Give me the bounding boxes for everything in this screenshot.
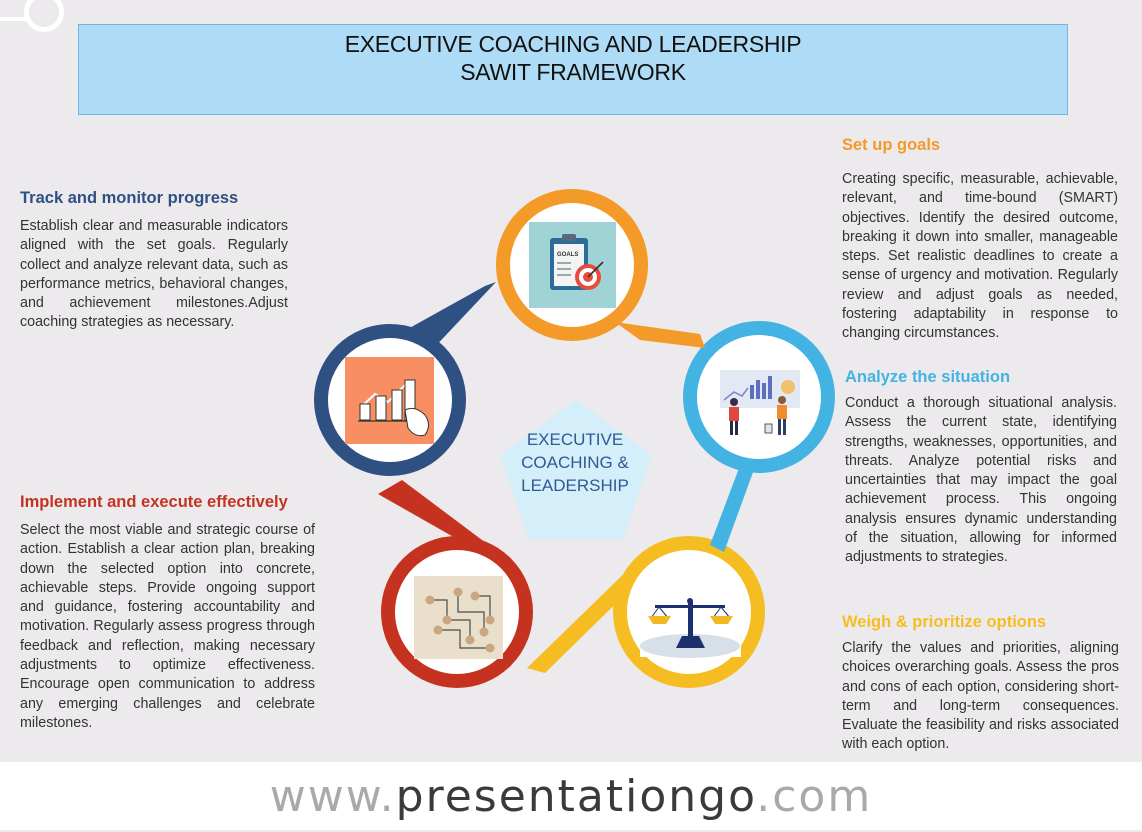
- brand-suffix: .com: [756, 771, 873, 822]
- track-step-block: Track and monitor progress Establish cle…: [20, 187, 288, 333]
- analyze-step-block: Analyze the situation Conduct a thorough…: [845, 366, 1117, 568]
- logo-ring-icon: [24, 0, 64, 32]
- brand-prefix: www.: [269, 771, 396, 822]
- track-heading: Track and monitor progress: [20, 189, 239, 207]
- growth-chart-hand-icon: [345, 357, 434, 444]
- title-line-1: EXECUTIVE COACHING AND LEADERSHIP: [344, 31, 802, 57]
- goals-board-label: GOALS: [557, 252, 578, 258]
- implement-body: Select the most viable and strategic cou…: [20, 522, 315, 731]
- analyze-arc-connector: [710, 453, 760, 552]
- implement-step-block: Implement and execute effectively Select…: [20, 491, 315, 733]
- balance-scale-icon: [640, 581, 741, 658]
- center-pentagon: [500, 400, 652, 540]
- goals-step-block: Set up goals Creating specific, measurab…: [842, 134, 1118, 344]
- weigh-heading: Weigh & prioritize options: [842, 613, 1047, 631]
- people-analyzing-chart-icon: [716, 359, 802, 440]
- goals-clipboard-target-icon: GOALS: [529, 222, 616, 308]
- center-label-line-1: EXECUTIVE: [526, 430, 624, 449]
- sawit-cycle-diagram: GOALS: [314, 189, 835, 688]
- goals-body: Creating specific, measurable, achievabl…: [842, 171, 1118, 342]
- implement-heading: Implement and execute effectively: [20, 493, 288, 511]
- brand-link[interactable]: www.presentationgo.com: [270, 771, 872, 822]
- goals-arc-connector: [615, 322, 705, 348]
- center-label-line-3: LEADERSHIP: [521, 476, 629, 495]
- weigh-step-block: Weigh & prioritize options Clarify the v…: [842, 611, 1119, 755]
- network-pins-icon: [414, 576, 503, 659]
- analyze-body: Conduct a thorough situational analysis.…: [845, 395, 1117, 566]
- title-line-2: SAWIT FRAMEWORK: [460, 59, 686, 85]
- weigh-body: Clarify the values and priorities, align…: [842, 640, 1119, 753]
- center-label: EXECUTIVE COACHING & LEADERSHIP: [510, 428, 640, 497]
- logo-line: [0, 17, 26, 21]
- title-banner: EXECUTIVE COACHING AND LEADERSHIP SAWIT …: [78, 24, 1068, 115]
- goals-heading: Set up goals: [842, 136, 941, 154]
- brand-name: presentationgo: [395, 771, 757, 822]
- analyze-heading: Analyze the situation: [845, 368, 1011, 386]
- footer-brand-bar: www.presentationgo.com: [0, 762, 1142, 830]
- track-body: Establish clear and measurable indicator…: [20, 218, 288, 331]
- slide-canvas: EXECUTIVE COACHING AND LEADERSHIP SAWIT …: [0, 0, 1119, 755]
- center-label-line-2: COACHING &: [521, 453, 629, 472]
